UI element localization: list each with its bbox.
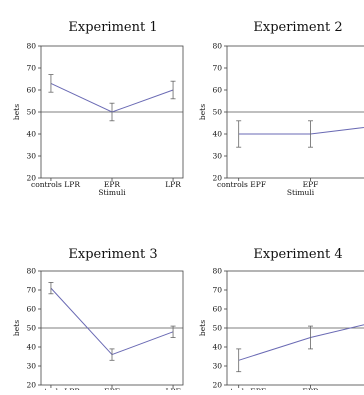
y-tick-label: 40 [26,343,36,352]
y-tick-label: 60 [212,305,222,314]
y-tick-label: 20 [212,174,222,183]
y-axis-label: bets [198,320,207,336]
y-tick-label: 50 [26,324,36,333]
y-tick-label: 40 [212,130,222,139]
chart-title: Experiment 1 [68,20,157,35]
chart-panel-3: Experiment 320304050607080betscontrols L… [12,247,184,395]
y-axis-label: bets [12,104,21,120]
y-tick-label: 20 [26,174,36,183]
y-tick-label: 30 [212,362,222,371]
chart-title: Experiment 4 [253,247,342,262]
x-tick-label: LPR [165,180,181,189]
y-tick-label: 80 [212,42,222,51]
y-tick-label: 80 [26,267,36,276]
y-tick-label: 50 [26,108,36,117]
y-axis-label: bets [12,320,21,336]
y-tick-label: 50 [212,108,222,117]
y-tick-label: 70 [212,64,222,73]
x-tick-label: EPR [104,180,121,189]
y-tick-label: 50 [212,324,222,333]
y-tick-label: 70 [26,64,36,73]
y-tick-label: 80 [26,42,36,51]
y-tick-label: 40 [26,130,36,139]
y-tick-label: 70 [212,286,222,295]
y-tick-label: 30 [26,362,36,371]
y-tick-label: 40 [212,343,222,352]
chart-title: Experiment 3 [68,247,157,262]
chart-panel-4: Experiment 420304050607080betscontrols E… [198,247,364,395]
y-tick-label: 60 [26,305,36,314]
y-tick-label: 20 [212,381,222,390]
y-tick-label: 60 [26,86,36,95]
y-tick-label: 80 [212,267,222,276]
x-axis-label: Stimuli [287,188,315,197]
y-tick-label: 60 [212,86,222,95]
y-tick-label: 70 [26,286,36,295]
y-tick-label: 20 [26,381,36,390]
series-line [50,287,174,356]
y-tick-label: 30 [212,152,222,161]
chart-panel-1: Experiment 1 20 30 40 50 60 70 80 bets controls L… [12,20,184,197]
series-line [238,126,364,135]
x-axis-label: Stimuli [98,188,126,197]
chart-panel-2: Experiment 2 20 30 40 50 60 70 80 bets controls E… [198,20,364,197]
series-line [238,324,364,361]
chart-title: Experiment 2 [253,20,342,35]
x-tick-label: controls EPF [217,180,266,189]
y-axis-label: bets [198,104,207,120]
x-tick-label: controls LPR [31,180,80,189]
y-tick-label: 30 [26,152,36,161]
x-tick-label: EPF [303,180,319,189]
